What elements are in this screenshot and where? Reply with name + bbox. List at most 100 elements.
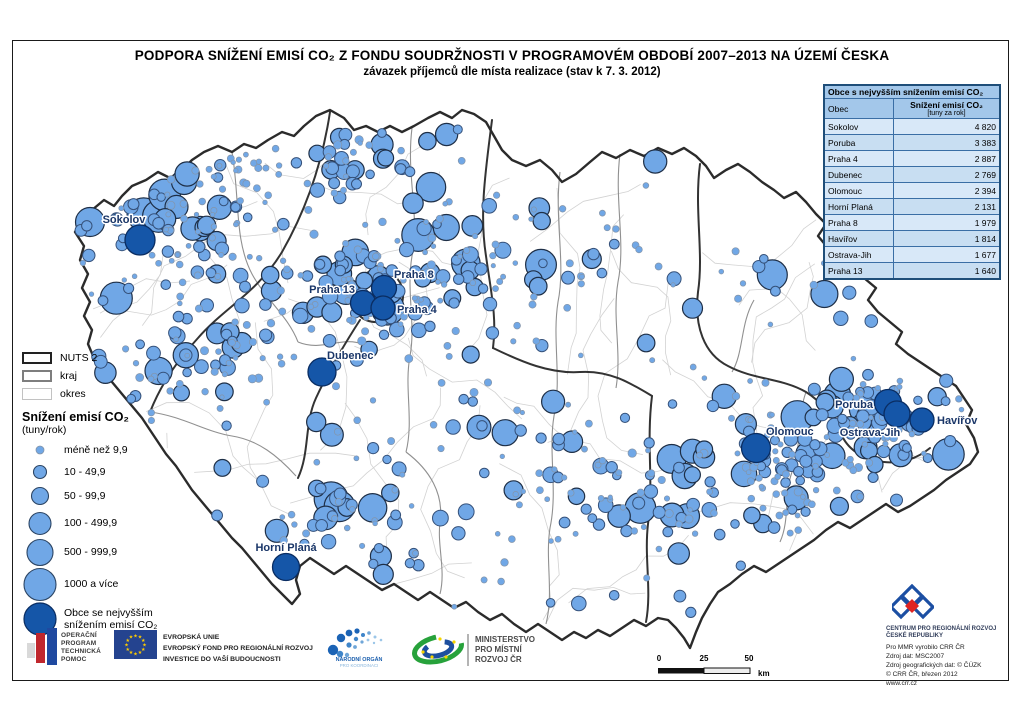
legend-class-circle <box>22 511 58 536</box>
emission-circle <box>713 528 726 541</box>
credit-line: © CRR ČR, březen 2012 <box>886 671 958 678</box>
emission-circle <box>259 355 266 362</box>
emission-circle <box>868 414 874 421</box>
class-circle <box>32 464 48 479</box>
emission-circle <box>243 151 249 158</box>
mmr-line1: MINISTERSTVO <box>475 635 536 644</box>
legend-class-label: méně než 9,9 <box>64 444 128 456</box>
crr-org-line2: ČESKÉ REPUBLIKY <box>886 633 944 639</box>
emission-circle <box>652 505 666 519</box>
emission-circle <box>706 399 720 413</box>
emission-circle <box>493 191 501 199</box>
emission-circle <box>603 224 611 232</box>
emission-circle <box>730 519 740 529</box>
emission-circle <box>643 484 659 499</box>
emission-circle <box>290 353 298 361</box>
emission-circle <box>782 470 790 479</box>
emission-circle <box>485 326 500 340</box>
emission-circle <box>643 149 668 174</box>
okres-line <box>392 562 472 585</box>
crr-org-name: CENTRUM PRO REGIONÁLNÍ ROZVOJ ČESKÉ REPU… <box>886 626 1011 640</box>
emission-circle <box>865 458 874 467</box>
emission-circle <box>538 258 548 269</box>
table-col-value-label: Snížení emisí CO₂ <box>910 100 983 110</box>
emission-circle <box>563 303 572 312</box>
emission-circle <box>409 265 422 278</box>
emission-circle <box>218 185 227 193</box>
emission-circle <box>193 271 202 280</box>
emission-circle <box>333 427 342 436</box>
emission-circle <box>369 397 377 404</box>
emission-circle <box>228 252 237 261</box>
emission-circle <box>780 477 791 488</box>
city-label: Poruba <box>835 399 874 411</box>
emission-circle <box>457 503 475 521</box>
kraj-borders <box>149 127 807 625</box>
emission-circle <box>307 325 316 333</box>
emission-circle <box>735 560 746 571</box>
emission-circle <box>815 408 829 422</box>
emission-circle <box>781 489 789 497</box>
class-circle-icon <box>32 464 48 479</box>
okres-line <box>738 287 816 351</box>
emission-circle <box>530 206 537 213</box>
emission-circle <box>322 334 337 348</box>
page-title: PODPORA SNÍŽENÍ EMISÍ CO₂ Z FONDU SOUDRŽ… <box>134 48 890 63</box>
emission-circle <box>260 265 280 285</box>
emission-circle <box>291 521 298 528</box>
emission-circle <box>342 240 350 247</box>
emission-circle <box>334 264 347 277</box>
kraj-line <box>405 127 416 453</box>
emission-circle <box>800 506 811 517</box>
legend-highlight-line1: Obce se nejvyšším <box>64 607 153 619</box>
emission-circle <box>451 526 466 541</box>
emission-circle <box>372 520 378 527</box>
emission-circle <box>535 469 544 478</box>
emission-circle <box>759 253 769 264</box>
emission-circle <box>231 318 239 326</box>
admin-box-icon <box>22 370 52 382</box>
emission-circle <box>483 378 493 387</box>
eu-star-icon: ★ <box>142 642 147 648</box>
okres-line <box>246 322 292 516</box>
emission-circle <box>194 228 201 235</box>
emission-circle <box>435 214 444 223</box>
emission-circle <box>558 516 571 529</box>
okres-line <box>407 337 523 420</box>
emission-circle <box>770 285 781 297</box>
emission-circle <box>867 472 879 483</box>
nok-dots-icon <box>327 628 383 658</box>
emission-circle <box>734 450 741 457</box>
okres-line <box>529 183 641 242</box>
emission-circle <box>852 394 860 402</box>
emission-circle <box>512 491 519 498</box>
emission-circle <box>664 509 674 518</box>
emission-circle <box>731 247 740 256</box>
emission-circle <box>256 255 263 262</box>
emission-circle <box>303 179 312 188</box>
emission-circle <box>196 180 204 188</box>
legend-class-row: 100 - 499,9 <box>22 509 182 537</box>
emission-circle <box>769 412 775 418</box>
emission-circle <box>415 171 447 203</box>
emission-circle <box>921 450 927 457</box>
legend-class-row: 500 - 999,9 <box>22 537 182 567</box>
emission-circle <box>731 392 741 401</box>
emission-circle <box>530 293 538 301</box>
emission-circle <box>794 526 802 534</box>
emission-circle <box>596 267 608 279</box>
emission-circle <box>607 494 613 500</box>
emission-circle <box>432 509 449 527</box>
emission-circle <box>492 285 499 292</box>
emission-circle <box>755 474 763 482</box>
emission-circle <box>710 509 718 517</box>
nok-dot <box>379 638 383 642</box>
emission-circle <box>774 473 781 480</box>
class-circle <box>28 511 52 535</box>
eu-star-icon: ★ <box>138 650 143 656</box>
emission-circle <box>382 454 392 465</box>
emission-circle <box>448 297 460 309</box>
eu-star-icon: ★ <box>124 642 129 648</box>
